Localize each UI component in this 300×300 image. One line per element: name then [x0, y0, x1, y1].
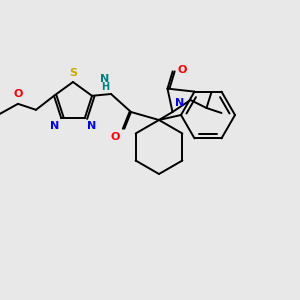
Text: S: S — [69, 68, 77, 78]
Text: N: N — [50, 121, 59, 131]
Text: N: N — [87, 121, 96, 131]
Text: N: N — [100, 74, 109, 84]
Text: H: H — [101, 82, 109, 92]
Text: O: O — [111, 132, 120, 142]
Text: O: O — [13, 89, 23, 99]
Text: O: O — [178, 65, 187, 75]
Text: N: N — [175, 98, 184, 108]
